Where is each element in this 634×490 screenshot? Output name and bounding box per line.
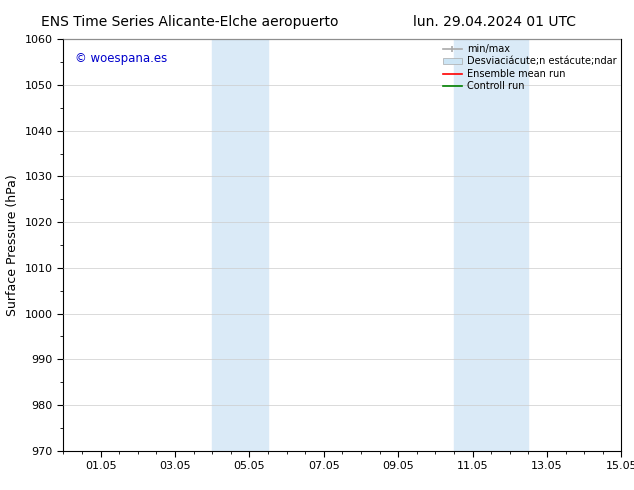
Y-axis label: Surface Pressure (hPa): Surface Pressure (hPa) <box>6 174 19 316</box>
Legend: min/max, Desviaciácute;n estácute;ndar, Ensemble mean run, Controll run: min/max, Desviaciácute;n estácute;ndar, … <box>441 42 618 93</box>
Text: ENS Time Series Alicante-Elche aeropuerto: ENS Time Series Alicante-Elche aeropuert… <box>41 15 339 29</box>
Bar <box>212 39 268 451</box>
Text: © woespana.es: © woespana.es <box>75 51 167 65</box>
Text: lun. 29.04.2024 01 UTC: lun. 29.04.2024 01 UTC <box>413 15 576 29</box>
Bar <box>454 39 528 451</box>
